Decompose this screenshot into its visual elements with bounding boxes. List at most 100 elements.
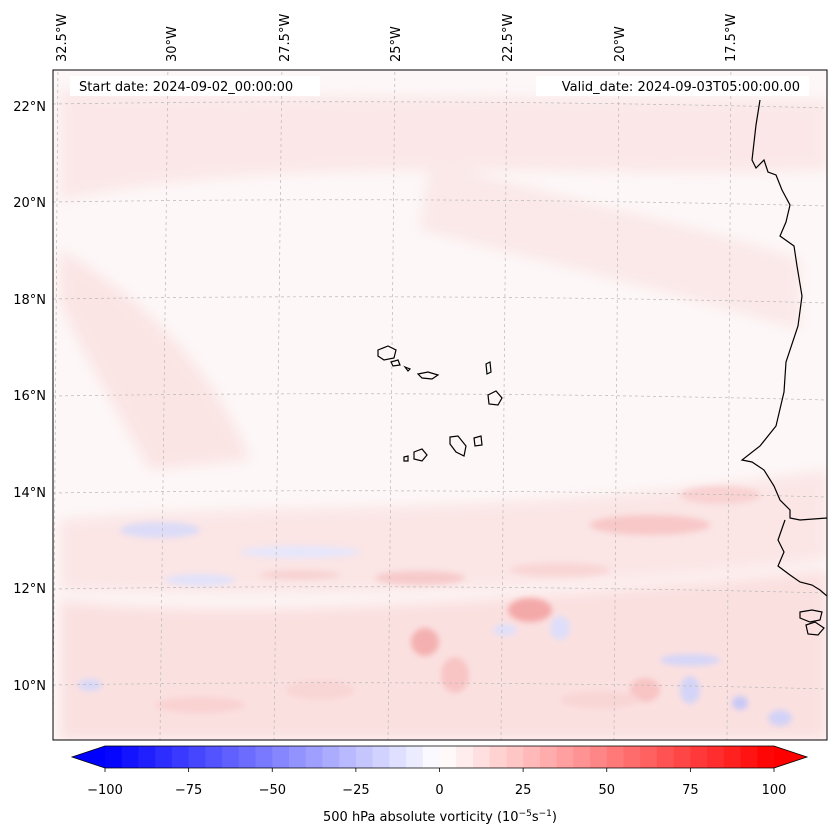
colorbar-bin bbox=[723, 746, 742, 768]
colorbar-title-text: 500 hPa absolute vorticity (10 bbox=[323, 810, 519, 825]
vorticity-field bbox=[60, 90, 827, 740]
colorbar-bin bbox=[305, 746, 323, 768]
colorbar-bin bbox=[105, 746, 123, 768]
colorbar-title: 500 hPa absolute vorticity (10−5s−1) bbox=[323, 809, 557, 825]
gridline-lat bbox=[53, 490, 827, 498]
valid-date-label: Valid_date: 2024-09-03T05:00:00.00 bbox=[562, 80, 800, 95]
colorbar-bin bbox=[171, 746, 190, 768]
colorbar-bin bbox=[389, 746, 407, 768]
island-santiago bbox=[449, 435, 467, 457]
island-brava bbox=[403, 455, 409, 462]
colorbar-min-arrow bbox=[72, 746, 105, 768]
colorbar-bin bbox=[222, 746, 240, 768]
colorbar-bin bbox=[472, 746, 491, 768]
colorbar-bin bbox=[372, 746, 390, 768]
valid-date-box bbox=[536, 76, 809, 96]
lat-label: 14°N bbox=[13, 486, 46, 501]
colorbar-bin bbox=[439, 746, 457, 768]
colorbar-bin bbox=[673, 746, 691, 768]
colorbar-bin bbox=[322, 746, 340, 768]
colorbar-tick-label: −25 bbox=[342, 783, 369, 798]
colorbar-bin bbox=[456, 746, 474, 768]
colorbar: −100 −75 −50 −25 0 25 50 75 100 500 hPa … bbox=[70, 745, 809, 825]
colorbar-bin bbox=[690, 746, 708, 768]
colorbar-bin bbox=[188, 746, 206, 768]
lon-label: 20°W bbox=[613, 26, 628, 62]
map-panel: Start date: 2024-09-02_00:00:00 Valid_da… bbox=[52, 69, 828, 741]
colorbar-title-exp2: −1 bbox=[539, 809, 552, 819]
graticule bbox=[53, 70, 827, 740]
colorbar-tick-label: 50 bbox=[599, 783, 616, 798]
colorbar-tick-label: 100 bbox=[762, 783, 787, 798]
island-santo-antao bbox=[377, 345, 397, 361]
colorbar-bin bbox=[355, 746, 374, 768]
colorbar-max-arrow bbox=[774, 746, 807, 768]
colorbar-title-unit: s bbox=[532, 810, 539, 825]
island-fogo bbox=[413, 448, 428, 462]
coastline-bijagos bbox=[805, 621, 825, 636]
gridline-lon bbox=[726, 70, 732, 740]
gridline-lat bbox=[53, 101, 827, 109]
island-sal bbox=[485, 361, 492, 375]
colorbar-tick-label: 75 bbox=[682, 783, 699, 798]
gridline-lat bbox=[53, 199, 827, 207]
latitude-labels: 22°N 20°N 18°N 16°N 14°N 12°N 10°N bbox=[13, 100, 46, 694]
colorbar-bin bbox=[707, 746, 725, 768]
lat-label: 12°N bbox=[13, 582, 46, 597]
lat-label: 18°N bbox=[13, 293, 46, 308]
lat-label: 22°N bbox=[13, 100, 46, 115]
gridline-lat bbox=[53, 682, 827, 690]
start-date-label: Start date: 2024-09-02_00:00:00 bbox=[79, 80, 293, 95]
coastline-north bbox=[740, 99, 827, 521]
colorbar-bin bbox=[590, 746, 608, 768]
lon-label: 27.5°W bbox=[278, 14, 293, 62]
lat-label: 16°N bbox=[13, 389, 46, 404]
island-santa-luzia bbox=[403, 365, 412, 372]
colorbar-bin bbox=[656, 746, 675, 768]
colorbar-bin bbox=[740, 746, 758, 768]
lon-label: 30°W bbox=[165, 26, 180, 62]
colorbar-bin bbox=[606, 746, 624, 768]
colorbar-bin bbox=[255, 746, 273, 768]
lat-label: 10°N bbox=[13, 679, 46, 694]
colorbar-bin bbox=[623, 746, 641, 768]
gridline-lon bbox=[273, 70, 283, 740]
gridline-lat bbox=[53, 296, 827, 304]
coastline-senegal bbox=[777, 519, 827, 597]
colorbar-bin bbox=[155, 746, 173, 768]
gridline-lon bbox=[53, 70, 59, 740]
africa-coastline bbox=[740, 99, 827, 636]
colorbar-title-exp1: −5 bbox=[519, 809, 532, 819]
lon-label: 32.5°W bbox=[55, 14, 70, 62]
colorbar-tick-label: −100 bbox=[87, 783, 123, 798]
longitude-labels: 32.5°W 30°W 27.5°W 25°W 22.5°W 20°W 17.5… bbox=[55, 14, 739, 62]
colorbar-ticks bbox=[104, 768, 775, 772]
colorbar-bin bbox=[640, 746, 658, 768]
colorbar-bin bbox=[272, 746, 290, 768]
colorbar-tick-label: −50 bbox=[259, 783, 286, 798]
lat-label: 20°N bbox=[13, 196, 46, 211]
colorbar-bin bbox=[422, 746, 440, 768]
island-sao-vicente bbox=[390, 359, 401, 367]
colorbar-tick-labels: −100 −75 −50 −25 0 25 50 75 100 bbox=[87, 783, 786, 798]
map-frame bbox=[52, 69, 828, 741]
lon-label: 22.5°W bbox=[501, 14, 516, 62]
colorbar-bin bbox=[523, 746, 541, 768]
colorbar-tick-label: 0 bbox=[435, 783, 443, 798]
colorbar-bin bbox=[339, 746, 357, 768]
gridline-lon bbox=[500, 70, 508, 740]
gridline-lat bbox=[53, 586, 827, 594]
colorbar-tick-label: 25 bbox=[515, 783, 532, 798]
gridline-lat bbox=[53, 393, 827, 401]
colorbar-bin bbox=[539, 746, 558, 768]
colorbar-bins bbox=[105, 746, 775, 768]
colorbar-bin bbox=[757, 746, 775, 768]
colorbar-tick-label: −75 bbox=[175, 783, 202, 798]
colorbar-bin bbox=[205, 746, 223, 768]
coastline-guinea bbox=[799, 609, 823, 623]
colorbar-bin bbox=[506, 746, 524, 768]
colorbar-bin bbox=[138, 746, 156, 768]
colorbar-bin bbox=[489, 746, 507, 768]
island-sao-nicolau bbox=[416, 371, 440, 380]
